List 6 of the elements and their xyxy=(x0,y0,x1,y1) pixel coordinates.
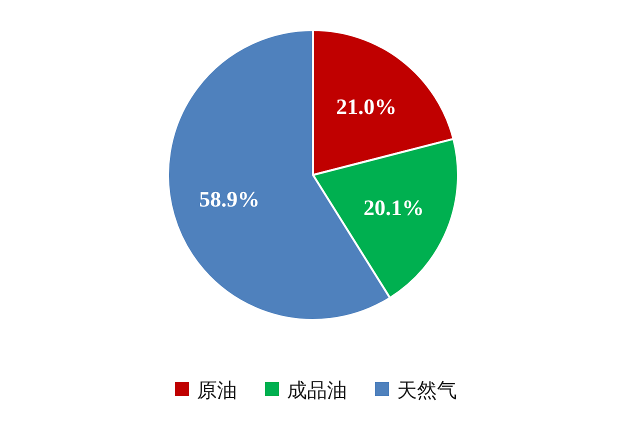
legend-label: 天然气 xyxy=(397,380,457,402)
legend-label: 成品油 xyxy=(287,380,347,402)
legend-label: 原油 xyxy=(197,380,237,402)
data-label: 58.9% xyxy=(199,186,260,212)
data-label: 20.1% xyxy=(364,194,424,220)
data-label: 21.0% xyxy=(336,94,397,119)
